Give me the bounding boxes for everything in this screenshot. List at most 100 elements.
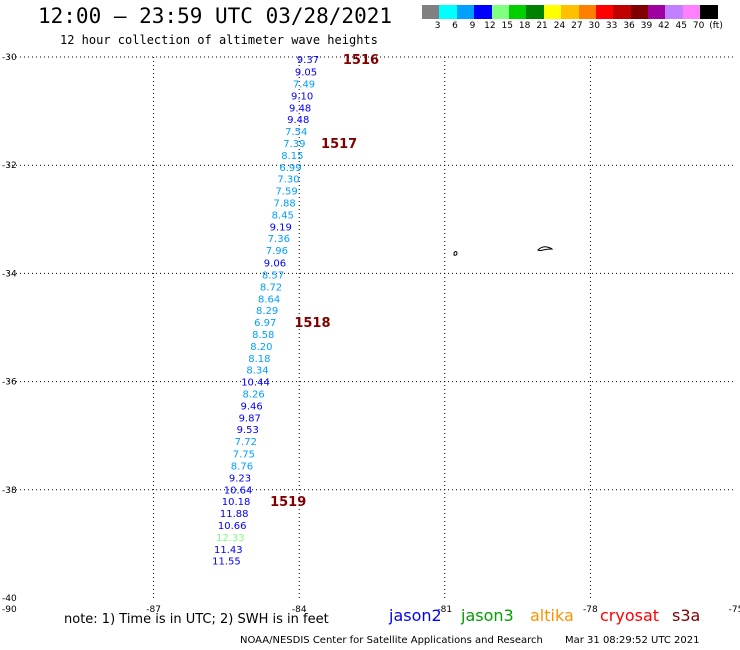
legend-swatch	[491, 5, 509, 19]
wave-height-label: 9.05	[295, 68, 317, 79]
wave-height-label: 7.72	[235, 437, 257, 448]
altimeter-track: 9.379.057.499.109.489.487.547.398.156.99…	[212, 55, 319, 568]
legend-label: 45	[675, 21, 687, 31]
wave-height-label: 11.43	[214, 545, 243, 556]
map-axis-labels: -87 -84 -81 -78 -75 -90 -30 -32 -34 -36 -38 -40	[2, 53, 740, 615]
legend-label: 30	[588, 21, 600, 31]
legend-label: 36	[623, 21, 635, 31]
wave-height-label: 8.26	[242, 390, 264, 401]
legend-swatch	[578, 5, 596, 19]
latitude-tick-label: -32	[2, 161, 17, 171]
legend-label: 42	[658, 21, 670, 31]
wave-height-label: 8.29	[256, 306, 278, 317]
islands	[453, 246, 554, 256]
satellite-legend-jason2: jason2	[389, 606, 442, 625]
legend-label: 12	[484, 21, 496, 31]
wave-height-label: 9.23	[229, 473, 251, 484]
wave-height-label: 7.88	[274, 199, 296, 210]
wave-height-label: 10.64	[224, 485, 253, 496]
track-time-label: 1517	[321, 137, 357, 152]
wave-height-color-legend	[422, 5, 718, 19]
wave-height-label: 10.66	[218, 521, 247, 532]
wave-height-label: 7.30	[277, 175, 299, 186]
latitude-tick-label: -30	[2, 53, 17, 63]
longitude-corner-label: -90	[2, 605, 17, 615]
legend-swatch	[456, 5, 475, 19]
legend-swatch	[630, 5, 649, 19]
legend-swatch	[526, 5, 544, 19]
legend-label: 9	[469, 21, 476, 31]
map-gridlines	[8, 56, 736, 598]
legend-swatch	[561, 5, 579, 19]
track-time-labels: 1516 1517 1518 1519	[270, 53, 379, 510]
wave-height-label: 7.75	[233, 450, 255, 461]
legend-swatch	[439, 5, 457, 19]
wave-height-legend-labels: 3 6 9 12 15 18 21 24 27 30 33 36 39 42 45 70 (ft)	[422, 21, 740, 33]
longitude-tick-label: -75	[729, 605, 740, 615]
satellite-legend-altika: altika	[530, 606, 574, 625]
longitude-tick-label: -78	[583, 605, 598, 615]
wave-height-label: 12.33	[216, 533, 245, 544]
track-time-label: 1518	[294, 316, 330, 331]
legend-label: 21	[536, 21, 548, 31]
wave-height-label: 6.99	[279, 163, 301, 174]
wave-height-label: 8.72	[260, 282, 282, 293]
wave-height-label: 11.88	[220, 509, 249, 520]
legend-label: 39	[640, 21, 653, 31]
wave-height-label: 6.97	[254, 318, 276, 329]
wave-height-label: 8.57	[262, 270, 284, 281]
satellite-legend-s3a: s3a	[672, 606, 701, 625]
generated-timestamp: Mar 31 08:29:52 UTC 2021	[565, 635, 700, 646]
latitude-tick-label: -38	[2, 486, 17, 496]
legend-label: (ft)	[709, 21, 723, 31]
legend-swatch	[665, 5, 683, 19]
legend-swatch	[648, 5, 666, 19]
legend-swatch	[595, 5, 614, 19]
track-time-label: 1519	[270, 495, 306, 510]
wave-height-label: 9.06	[264, 259, 286, 270]
wave-height-label: 9.10	[291, 91, 313, 102]
legend-label: 27	[571, 21, 583, 31]
latitude-tick-label: -40	[2, 594, 17, 604]
longitude-tick-label: -81	[437, 605, 452, 615]
wave-height-label: 8.18	[248, 354, 270, 365]
satellite-legend-jason3: jason3	[461, 606, 514, 625]
longitude-tick-label: -84	[292, 605, 307, 615]
legend-label: 15	[501, 21, 513, 31]
wave-height-label: 8.34	[246, 366, 268, 377]
legend-swatch	[543, 5, 562, 19]
wave-height-label: 8.45	[272, 210, 294, 221]
legend-swatch	[700, 5, 718, 19]
wave-height-label: 7.39	[283, 139, 305, 150]
legend-label: 24	[553, 21, 566, 31]
latitude-tick-label: -34	[2, 269, 17, 279]
legend-swatch	[474, 5, 492, 19]
wave-height-label: 8.20	[250, 342, 272, 353]
island-small	[453, 251, 458, 256]
legend-label: 33	[605, 21, 618, 31]
wave-height-label: 9.19	[270, 222, 292, 233]
wave-height-label: 10.44	[241, 378, 270, 389]
island-large	[537, 246, 554, 251]
wave-height-label: 10.18	[222, 497, 251, 508]
longitude-tick-label: -87	[146, 605, 161, 615]
footer-note: note: 1) Time is in UTC; 2) SWH is in fe…	[64, 612, 329, 627]
track-time-label: 1516	[343, 53, 379, 68]
chart-title: 12:00 – 23:59 UTC 03/28/2021	[38, 4, 393, 28]
wave-height-label: 7.36	[268, 234, 290, 245]
wave-height-label: 9.48	[289, 103, 311, 114]
wave-height-label: 8.64	[258, 294, 280, 305]
wave-height-label: 8.15	[281, 151, 303, 162]
credit-text: NOAA/NESDIS Center for Satellite Applica…	[240, 635, 543, 646]
wave-height-label: 7.96	[266, 246, 288, 257]
legend-label: 70	[692, 21, 705, 31]
wave-height-label: 9.87	[239, 413, 261, 424]
legend-swatch	[682, 5, 701, 19]
legend-swatch	[508, 5, 527, 19]
wave-height-label: 9.46	[241, 401, 263, 412]
wave-height-label: 7.59	[275, 187, 297, 198]
wave-height-label: 9.53	[237, 425, 259, 436]
legend-swatch	[613, 5, 631, 19]
chart-subtitle: 12 hour collection of altimeter wave hei…	[60, 33, 378, 47]
